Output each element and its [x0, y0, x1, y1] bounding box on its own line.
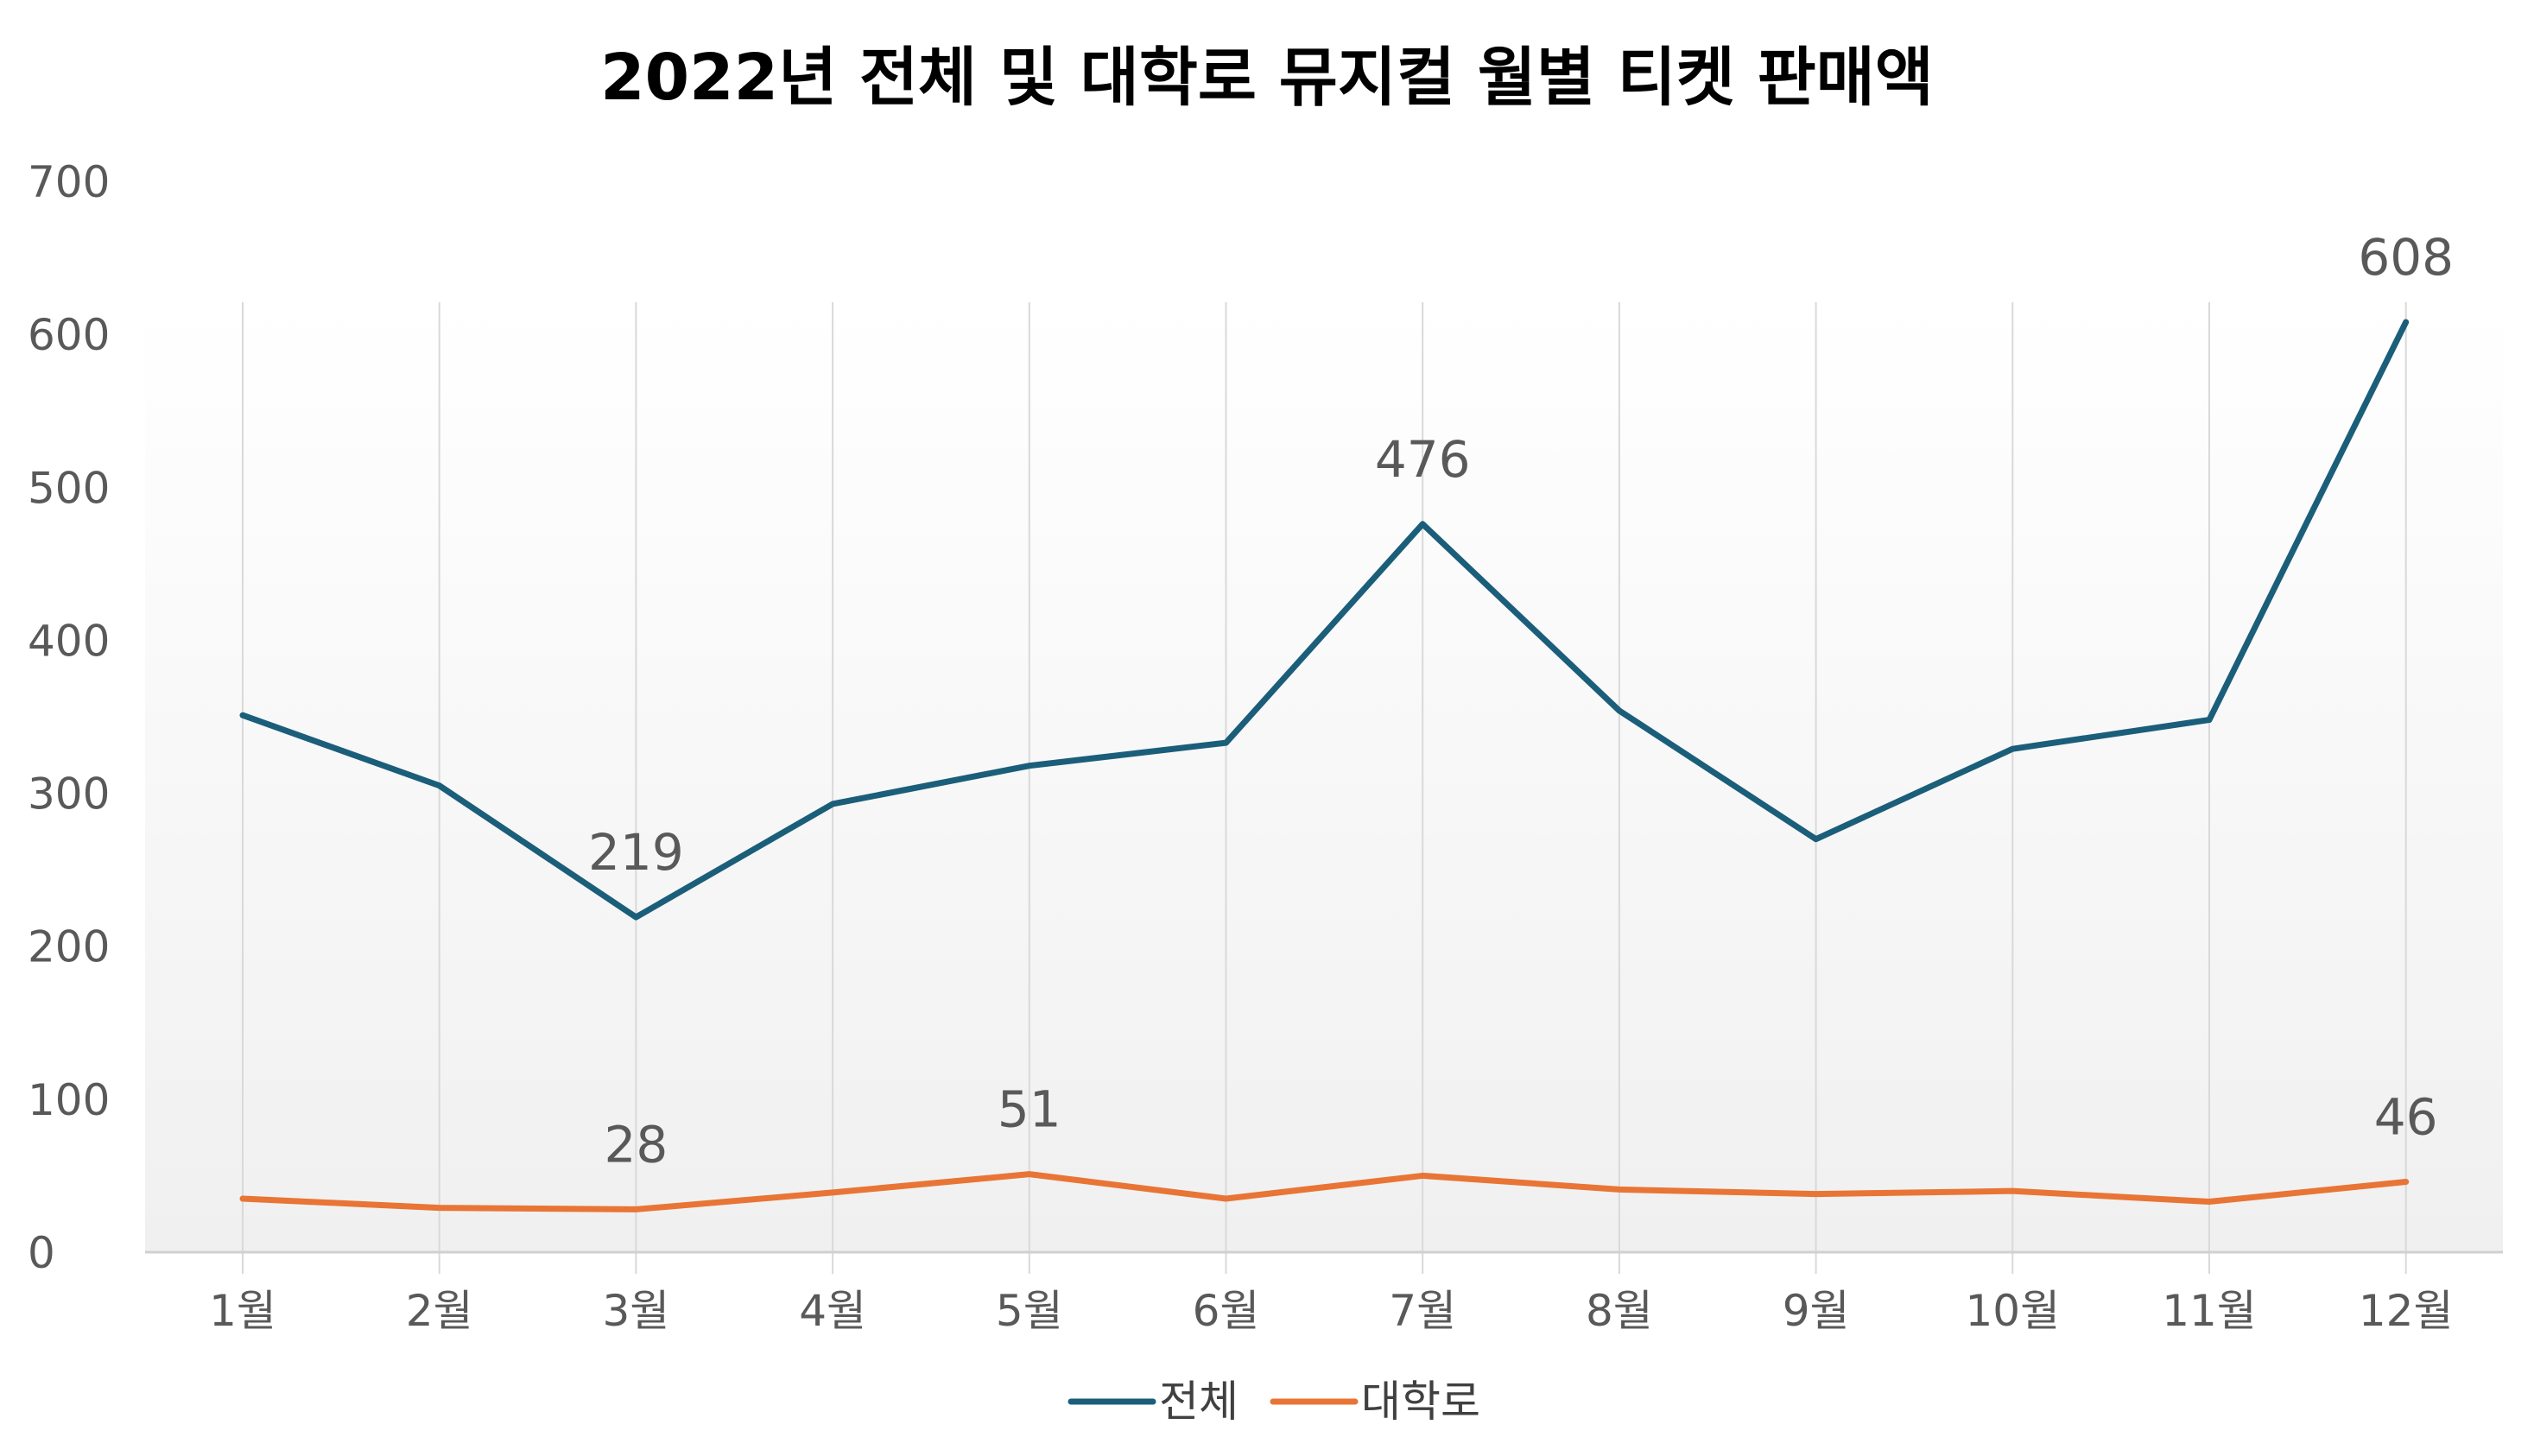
x-tick-label: 8월 — [1586, 1286, 1653, 1336]
x-tick-label: 1월 — [209, 1286, 276, 1336]
x-tick-label: 5월 — [996, 1286, 1063, 1336]
y-tick-label: 700 — [28, 157, 110, 207]
gridlines — [242, 302, 2407, 1274]
y-tick-label: 500 — [28, 463, 110, 513]
x-tick-label: 9월 — [1783, 1286, 1850, 1336]
data-label: 51 — [998, 1080, 1061, 1139]
data-label: 28 — [604, 1115, 668, 1174]
y-tick-label: 200 — [28, 922, 110, 972]
x-tick-label: 10월 — [1965, 1286, 2060, 1336]
data-labels: 219 476 608 28 51 46 — [588, 228, 2454, 1174]
data-label: 219 — [588, 823, 684, 882]
data-label: 46 — [2374, 1088, 2438, 1147]
data-label: 476 — [1375, 430, 1471, 489]
x-tick-label: 2월 — [406, 1286, 473, 1336]
y-tick-label: 400 — [28, 616, 110, 666]
y-axis: 0 100 200 300 400 500 600 700 — [28, 157, 110, 1278]
legend-label: 전체 — [1159, 1377, 1238, 1427]
x-tick-label: 4월 — [799, 1286, 866, 1336]
x-tick-label: 12월 — [2359, 1286, 2454, 1336]
x-tick-label: 7월 — [1389, 1286, 1456, 1336]
y-tick-label: 100 — [28, 1075, 110, 1125]
x-tick-label: 6월 — [1193, 1286, 1260, 1336]
x-tick-label: 11월 — [2162, 1286, 2257, 1336]
y-tick-label: 300 — [28, 769, 110, 820]
data-label: 608 — [2358, 228, 2454, 287]
series-line-대학로 — [239, 1171, 2410, 1212]
plot-background — [145, 302, 2503, 1252]
y-tick-label: 0 — [28, 1228, 55, 1278]
series-line-전체 — [239, 319, 2410, 921]
y-tick-label: 600 — [28, 310, 110, 360]
x-axis: 1월 2월 3월 4월 5월 6월 7월 8월 9월 10월 11월 12월 — [209, 1286, 2453, 1336]
chart-title: 2022년 전체 및 대학로 뮤지컬 월별 티켓 판매액 — [600, 41, 1934, 115]
legend-label: 대학로 — [1361, 1377, 1480, 1427]
legend: 전체 대학로 — [1067, 1377, 1480, 1427]
series-lines — [239, 319, 2410, 1212]
x-tick-label: 3월 — [602, 1286, 669, 1336]
